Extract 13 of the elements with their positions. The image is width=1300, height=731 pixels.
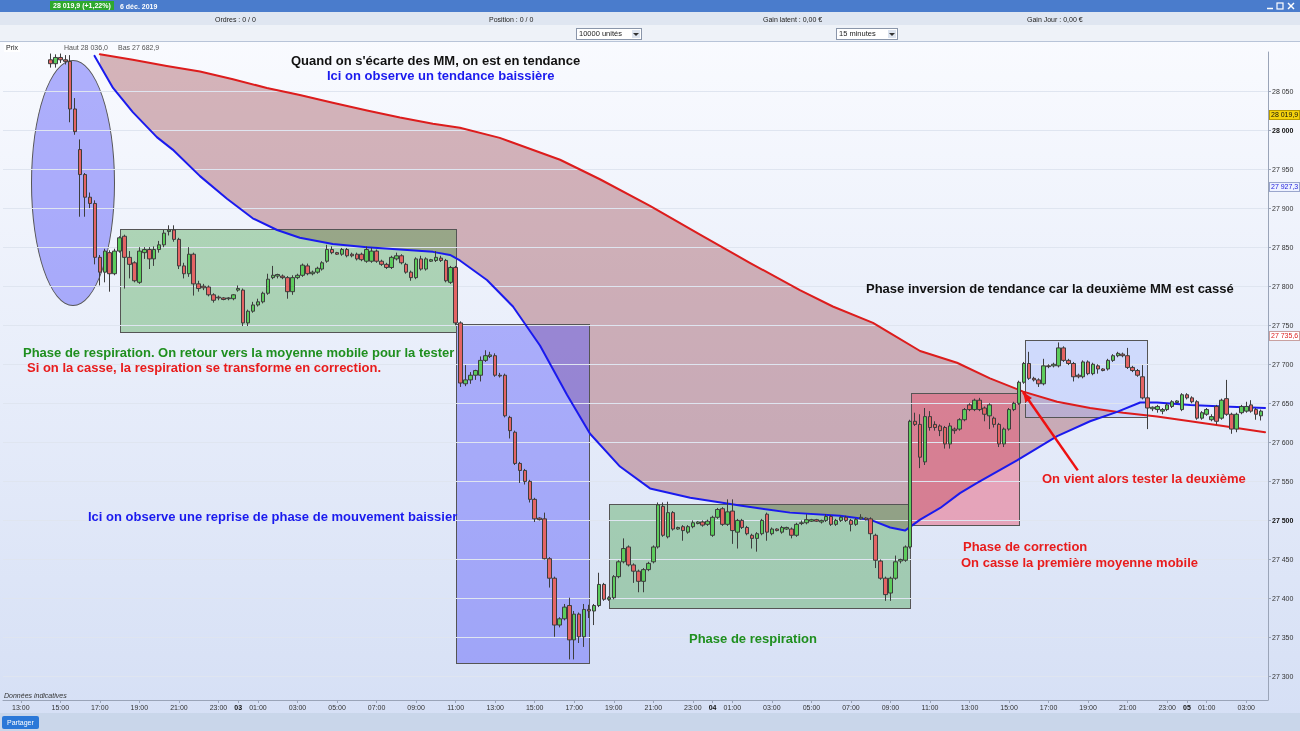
annotation: Phase de respiration <box>689 631 817 647</box>
annotation: Phase de respiration. On retour vers la moyenne mobile pour la tester <box>23 345 455 361</box>
annotation: Ici on observe une reprise de phase de mouvement baissier <box>88 509 458 525</box>
candlestick <box>1204 407 1209 417</box>
annotation: On casse la première moyenne mobile <box>961 555 1198 571</box>
annotation: Ici on observe un tendance baissière <box>327 68 555 84</box>
annotation: On vient alors tester la deuxième <box>1042 471 1246 487</box>
annotation: Quand on s'écarte des MM, on est en tendance <box>291 53 581 69</box>
annotation: Si on la casse, la respiration se transforme en correction. <box>27 360 382 376</box>
annotation: Phase de correction <box>963 539 1088 555</box>
candlestick <box>508 415 512 439</box>
candlestick <box>868 516 873 541</box>
annotation: Phase inversion de tendance car la deuxième MM est cassé <box>866 281 1234 297</box>
